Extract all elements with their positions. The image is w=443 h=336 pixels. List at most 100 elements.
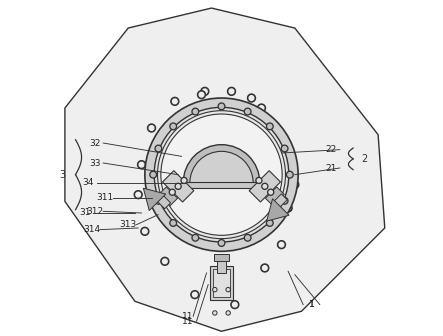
Text: 312: 312 (86, 207, 103, 216)
Circle shape (192, 108, 199, 115)
Bar (159, 187, 178, 206)
Text: 34: 34 (82, 178, 94, 187)
Circle shape (244, 235, 251, 241)
Circle shape (198, 91, 206, 99)
Bar (210, 266, 233, 300)
Circle shape (244, 108, 251, 115)
Circle shape (155, 145, 162, 152)
Text: 314: 314 (83, 225, 100, 234)
Circle shape (155, 198, 162, 204)
Polygon shape (144, 188, 166, 211)
Circle shape (226, 288, 230, 292)
Circle shape (163, 259, 167, 264)
Circle shape (134, 191, 142, 199)
Bar (182, 182, 261, 188)
Circle shape (175, 183, 181, 189)
Circle shape (227, 312, 229, 314)
Circle shape (283, 199, 287, 203)
Text: 31: 31 (79, 208, 91, 217)
Circle shape (256, 177, 262, 183)
Bar (265, 187, 284, 206)
Circle shape (171, 191, 174, 194)
Circle shape (171, 124, 175, 128)
Polygon shape (65, 8, 385, 331)
Bar (218, 260, 225, 273)
Circle shape (192, 235, 199, 241)
Circle shape (263, 266, 267, 270)
Text: 21: 21 (326, 164, 337, 172)
Wedge shape (183, 145, 260, 183)
Circle shape (150, 171, 156, 178)
Circle shape (226, 311, 230, 315)
Circle shape (288, 173, 292, 177)
Circle shape (267, 123, 273, 130)
Bar (163, 171, 194, 202)
Circle shape (245, 110, 250, 114)
Circle shape (286, 206, 291, 210)
Circle shape (202, 89, 207, 94)
Circle shape (214, 289, 216, 291)
Circle shape (161, 257, 169, 265)
Circle shape (171, 221, 175, 225)
Text: 33: 33 (89, 159, 101, 168)
Circle shape (161, 114, 282, 235)
Circle shape (199, 92, 204, 97)
Circle shape (291, 181, 299, 188)
Circle shape (213, 288, 217, 292)
Circle shape (154, 108, 289, 242)
Circle shape (137, 161, 145, 169)
Circle shape (277, 241, 285, 249)
Circle shape (279, 242, 284, 247)
Circle shape (145, 98, 298, 251)
Circle shape (268, 221, 272, 225)
Bar (272, 194, 287, 209)
Circle shape (257, 104, 265, 112)
Circle shape (228, 87, 236, 95)
Text: 32: 32 (89, 138, 101, 148)
Text: 22: 22 (326, 145, 337, 154)
Bar (156, 194, 171, 209)
Circle shape (193, 236, 198, 240)
Circle shape (170, 220, 176, 226)
Circle shape (171, 97, 179, 106)
Circle shape (193, 292, 197, 297)
Circle shape (274, 141, 282, 149)
Circle shape (268, 189, 274, 195)
Circle shape (281, 198, 288, 204)
Text: 1: 1 (309, 300, 315, 309)
Text: 11: 11 (183, 312, 194, 321)
Circle shape (248, 94, 256, 102)
Circle shape (269, 191, 272, 194)
Circle shape (139, 162, 144, 167)
Circle shape (176, 185, 180, 188)
Circle shape (181, 177, 187, 183)
Circle shape (158, 111, 285, 239)
Circle shape (143, 229, 147, 234)
Circle shape (292, 182, 297, 187)
Circle shape (283, 146, 287, 151)
Circle shape (267, 220, 273, 226)
Circle shape (156, 146, 160, 151)
Wedge shape (190, 151, 253, 183)
Circle shape (284, 204, 292, 212)
Circle shape (193, 110, 198, 114)
Text: 11: 11 (183, 317, 194, 326)
Circle shape (151, 173, 155, 177)
Circle shape (231, 301, 239, 309)
Bar (249, 171, 280, 202)
Circle shape (149, 126, 154, 130)
Text: 1: 1 (309, 300, 315, 309)
Circle shape (263, 185, 267, 188)
Text: 2: 2 (361, 154, 368, 164)
Bar (213, 269, 230, 297)
Circle shape (183, 179, 186, 182)
Polygon shape (267, 199, 289, 221)
Circle shape (262, 183, 268, 189)
Circle shape (219, 104, 224, 108)
Text: 313: 313 (120, 220, 137, 229)
Circle shape (287, 171, 293, 178)
Text: 311: 311 (96, 194, 113, 203)
Circle shape (172, 99, 177, 104)
Text: 3: 3 (59, 170, 65, 180)
Circle shape (219, 241, 224, 245)
